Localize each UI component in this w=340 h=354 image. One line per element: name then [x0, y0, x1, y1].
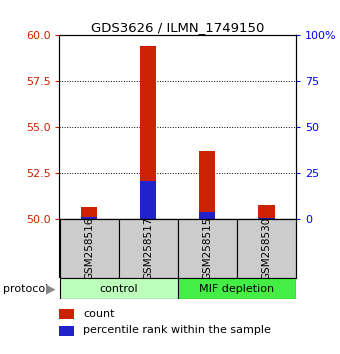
Bar — [237, 219, 296, 278]
Bar — [258, 218, 274, 219]
Bar — [140, 46, 156, 219]
Title: GDS3626 / ILMN_1749150: GDS3626 / ILMN_1749150 — [91, 21, 264, 34]
Bar — [59, 219, 119, 278]
Text: ▶: ▶ — [46, 282, 55, 295]
Bar — [59, 326, 74, 336]
Bar — [199, 152, 216, 219]
Bar — [81, 207, 97, 219]
Bar — [59, 309, 74, 319]
Bar — [140, 181, 156, 219]
Bar — [177, 219, 237, 278]
Text: GSM258517: GSM258517 — [143, 217, 153, 280]
Text: GSM258516: GSM258516 — [84, 217, 94, 280]
Text: percentile rank within the sample: percentile rank within the sample — [83, 325, 271, 335]
Bar — [199, 212, 216, 219]
Bar — [119, 219, 177, 278]
Text: MIF depletion: MIF depletion — [199, 284, 274, 293]
Bar — [258, 205, 274, 219]
Text: count: count — [83, 309, 115, 319]
Text: control: control — [99, 284, 138, 293]
Text: protocol: protocol — [3, 284, 49, 293]
Bar — [59, 278, 177, 299]
Text: GSM258515: GSM258515 — [202, 217, 212, 280]
Text: GSM258530: GSM258530 — [261, 217, 271, 280]
Bar — [81, 217, 97, 219]
Bar — [177, 278, 296, 299]
